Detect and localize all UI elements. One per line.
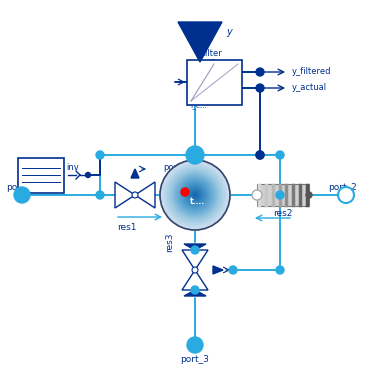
Circle shape (185, 185, 205, 205)
Circle shape (178, 178, 212, 212)
Circle shape (162, 162, 228, 228)
Circle shape (85, 173, 91, 178)
Polygon shape (135, 182, 155, 208)
Text: y_actual: y_actual (292, 83, 327, 92)
Polygon shape (178, 22, 222, 62)
Circle shape (182, 182, 208, 208)
Circle shape (164, 164, 226, 226)
Circle shape (183, 183, 207, 207)
Circle shape (276, 151, 284, 159)
Circle shape (167, 167, 223, 223)
Circle shape (174, 174, 216, 216)
Circle shape (256, 84, 264, 92)
Text: port_3: port_3 (181, 355, 209, 364)
Polygon shape (184, 290, 206, 296)
Circle shape (252, 190, 262, 200)
Circle shape (191, 191, 199, 199)
Circle shape (160, 160, 230, 230)
Circle shape (276, 191, 284, 199)
Circle shape (256, 151, 264, 159)
Circle shape (96, 151, 104, 159)
Circle shape (169, 169, 221, 221)
Text: port_i...: port_i... (163, 163, 195, 172)
Circle shape (175, 175, 215, 215)
Circle shape (96, 191, 104, 199)
Circle shape (166, 166, 224, 224)
Polygon shape (182, 270, 208, 290)
Text: res1: res1 (117, 223, 137, 232)
Text: k=1: k=1 (20, 184, 35, 190)
Text: y: y (226, 27, 232, 37)
Text: y_filtered: y_filtered (292, 66, 332, 75)
Circle shape (168, 168, 222, 222)
Circle shape (188, 188, 202, 202)
Circle shape (179, 179, 211, 211)
Circle shape (181, 181, 209, 209)
Circle shape (194, 194, 196, 196)
Circle shape (192, 267, 198, 273)
Text: t....: t.... (190, 196, 205, 205)
Circle shape (276, 266, 284, 274)
Circle shape (187, 337, 203, 353)
Circle shape (256, 68, 264, 76)
Circle shape (192, 192, 198, 198)
Circle shape (176, 176, 214, 214)
Circle shape (306, 192, 312, 198)
Text: inv: inv (66, 163, 79, 172)
Circle shape (163, 163, 227, 227)
Circle shape (180, 180, 210, 210)
Text: vol: vol (188, 148, 202, 157)
Text: f_c...: f_c... (191, 102, 208, 109)
Circle shape (187, 187, 203, 203)
Circle shape (186, 146, 204, 164)
Circle shape (191, 246, 199, 254)
Circle shape (189, 189, 201, 201)
Circle shape (191, 286, 199, 294)
Circle shape (173, 173, 217, 217)
Text: uni: uni (20, 161, 32, 170)
Polygon shape (115, 182, 135, 208)
Polygon shape (184, 244, 206, 250)
Circle shape (229, 266, 237, 274)
Text: res3: res3 (165, 233, 174, 252)
Text: filter: filter (203, 49, 222, 58)
Polygon shape (213, 266, 223, 274)
Circle shape (161, 161, 229, 229)
Circle shape (186, 186, 204, 204)
Circle shape (177, 177, 213, 213)
Text: res2: res2 (273, 209, 292, 218)
Circle shape (256, 151, 264, 159)
Circle shape (193, 193, 197, 197)
Circle shape (190, 190, 200, 200)
Text: port_1: port_1 (6, 183, 35, 192)
Circle shape (170, 170, 220, 220)
Text: port_2: port_2 (328, 183, 357, 192)
Circle shape (171, 171, 219, 219)
FancyBboxPatch shape (257, 184, 309, 206)
Polygon shape (131, 169, 139, 178)
Circle shape (132, 192, 138, 198)
Circle shape (184, 184, 206, 206)
Circle shape (165, 165, 225, 225)
Circle shape (172, 172, 218, 218)
FancyBboxPatch shape (18, 158, 64, 193)
Polygon shape (182, 250, 208, 270)
FancyBboxPatch shape (187, 60, 242, 105)
Circle shape (338, 187, 354, 203)
Circle shape (14, 187, 30, 203)
Circle shape (181, 188, 189, 196)
